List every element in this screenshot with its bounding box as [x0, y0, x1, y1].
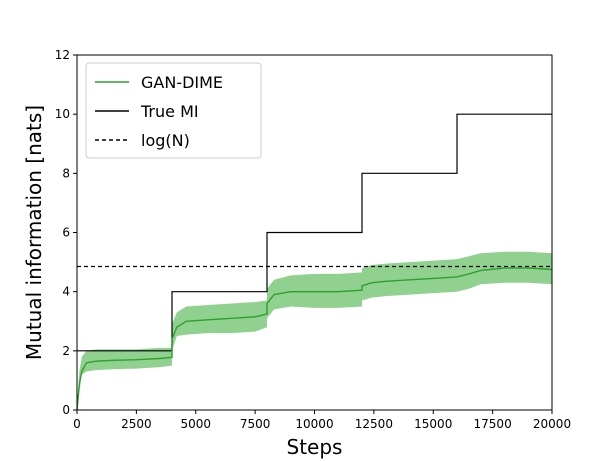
x-axis-ticks: 0 2500 5000 7500 10000 12500 15000 17500 20000	[73, 410, 571, 431]
x-tick-label: 17500	[474, 417, 512, 431]
y-tick-label: 0	[62, 403, 70, 417]
x-tick-label: 5000	[180, 417, 211, 431]
gan-dime-line	[76, 267, 553, 411]
y-tick-label: 10	[55, 107, 70, 121]
x-tick-label: 12500	[355, 417, 393, 431]
legend-label: True MI	[140, 102, 199, 121]
series-line-layer	[76, 113, 553, 411]
legend-label: GAN-DIME	[141, 73, 223, 92]
y-tick-label: 6	[62, 226, 70, 240]
legend-box	[85, 62, 262, 159]
y-axis-title: Mutual information [nats]	[22, 105, 46, 360]
legend-items: GAN-DIME True MI log(N)	[95, 73, 223, 150]
legend-label: log(N)	[141, 131, 190, 150]
legend: GAN-DIME True MI log(N)	[85, 62, 262, 159]
true-mi-line	[77, 113, 552, 352]
y-tick-label: 8	[62, 166, 70, 180]
y-tick-label: 4	[62, 285, 70, 299]
gan-dime-band	[77, 251, 552, 410]
y-tick-label: 2	[62, 344, 70, 358]
gan-dime-band-layer	[77, 251, 552, 410]
x-tick-label: 7500	[240, 417, 271, 431]
y-axis-ticks: 0 2 4 6 8 10 12	[55, 48, 77, 417]
x-axis-title: Steps	[287, 435, 343, 459]
x-tick-label: 10000	[295, 417, 333, 431]
x-tick-label: 0	[73, 417, 81, 431]
y-tick-label: 12	[55, 48, 70, 62]
x-tick-label: 2500	[121, 417, 152, 431]
x-tick-label: 20000	[533, 417, 571, 431]
x-tick-label: 15000	[414, 417, 452, 431]
